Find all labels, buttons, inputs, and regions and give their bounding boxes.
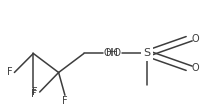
Text: HO: HO: [106, 49, 121, 59]
Text: O: O: [191, 63, 199, 73]
Text: F: F: [31, 89, 36, 99]
Text: F: F: [7, 67, 12, 77]
Text: F: F: [62, 96, 68, 106]
Text: F: F: [32, 87, 38, 97]
Text: S: S: [144, 49, 151, 59]
Text: O: O: [191, 34, 199, 44]
Text: OH: OH: [104, 49, 119, 59]
